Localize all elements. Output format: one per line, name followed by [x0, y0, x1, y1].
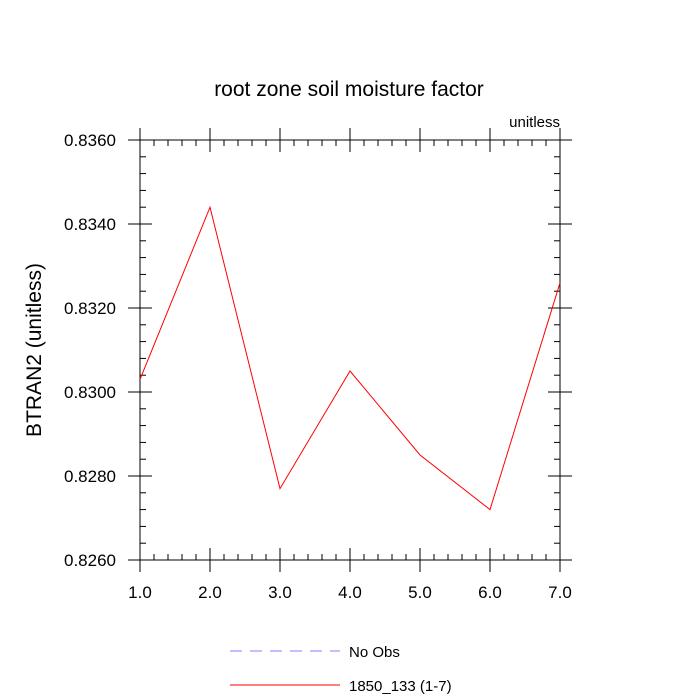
x-tick-label: 1.0 [128, 583, 152, 602]
x-tick-label: 7.0 [548, 583, 572, 602]
data-point [279, 487, 282, 490]
y-tick-label: 0.8260 [64, 551, 116, 570]
series-line [139, 205, 561, 511]
data-point [209, 206, 212, 209]
axis-ticks [128, 128, 572, 572]
data-point [419, 454, 422, 457]
data-point [489, 508, 492, 511]
units-label: unitless [509, 114, 560, 131]
x-tick-label: 6.0 [478, 583, 502, 602]
y-tick-label: 0.8340 [64, 215, 116, 234]
x-tick-label: 2.0 [198, 583, 222, 602]
data-point [139, 378, 142, 381]
data-point [559, 281, 562, 284]
y-tick-labels: 0.8260 0.8280 0.8300 0.8320 0.8340 0.8360 [64, 131, 116, 570]
x-tick-label: 4.0 [338, 583, 362, 602]
y-tick-label: 0.8300 [64, 383, 116, 402]
data-point [349, 370, 352, 373]
x-tick-label: 5.0 [408, 583, 432, 602]
plot-frame [139, 139, 561, 561]
chart-title: root zone soil moisture factor [214, 78, 484, 101]
y-tick-label: 0.8280 [64, 467, 116, 486]
y-tick-label: 0.8320 [64, 299, 116, 318]
y-axis-label: BTRAN2 (unitless) [23, 263, 46, 437]
legend-label: 1850_133 (1-7) [349, 678, 452, 695]
y-tick-label: 0.8360 [64, 131, 116, 150]
legend: No Obs 1850_133 (1-7) [230, 644, 452, 695]
x-tick-labels: 1.0 2.0 3.0 4.0 5.0 6.0 7.0 [128, 583, 572, 602]
x-tick-label: 3.0 [268, 583, 292, 602]
plot-lines [139, 205, 562, 511]
legend-label: No Obs [349, 644, 400, 661]
